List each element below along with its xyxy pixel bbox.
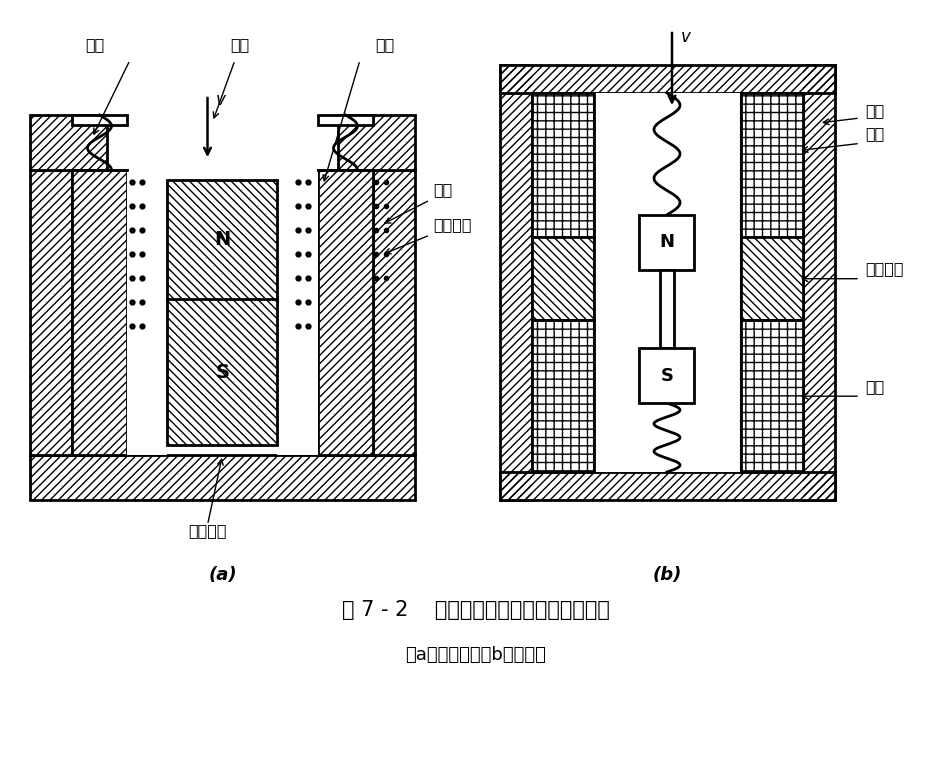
Bar <box>338 115 414 170</box>
Text: 壳体: 壳体 <box>864 103 883 118</box>
Bar <box>531 93 593 237</box>
Text: 线圈: 线圈 <box>374 37 394 52</box>
Bar <box>741 320 803 472</box>
Bar <box>500 65 834 93</box>
Bar <box>531 93 593 237</box>
Bar <box>30 115 107 170</box>
Bar <box>741 237 803 320</box>
Bar <box>30 170 72 455</box>
Text: 图 7 - 2    恒磁通式磁电传感器结构原理图: 图 7 - 2 恒磁通式磁电传感器结构原理图 <box>342 600 609 620</box>
Bar <box>372 170 414 455</box>
Bar <box>277 170 318 455</box>
Bar <box>531 237 593 320</box>
Bar <box>127 170 168 455</box>
Bar <box>500 472 834 500</box>
Text: 弹簧: 弹簧 <box>86 37 105 52</box>
Text: 线圈: 线圈 <box>864 126 883 141</box>
Text: 永久磁铁: 永久磁铁 <box>864 261 902 276</box>
Bar <box>318 170 372 455</box>
Bar <box>72 170 127 455</box>
Bar <box>30 455 414 500</box>
Bar <box>593 93 741 472</box>
Bar <box>500 65 531 500</box>
Bar <box>803 65 834 500</box>
Text: 永久磁铁: 永久磁铁 <box>188 523 227 538</box>
Text: 极掌: 极掌 <box>230 37 249 52</box>
Bar <box>168 180 277 445</box>
Bar <box>318 170 372 455</box>
Bar <box>500 65 834 93</box>
Bar <box>803 65 834 500</box>
Bar <box>500 65 531 500</box>
Bar <box>660 269 673 348</box>
Bar <box>741 237 803 320</box>
Bar <box>531 320 593 472</box>
Bar <box>72 170 127 455</box>
Text: $v$: $v$ <box>215 91 228 109</box>
Text: （a）动圈式；（b）动铁式: （a）动圈式；（b）动铁式 <box>406 646 545 664</box>
Bar <box>741 93 803 237</box>
Bar <box>30 115 107 170</box>
Text: 弹簧: 弹簧 <box>864 379 883 394</box>
Text: N: N <box>659 233 674 251</box>
Bar <box>500 472 834 500</box>
Text: 磁轭: 磁轭 <box>432 182 452 197</box>
Text: (a): (a) <box>208 566 236 584</box>
Text: (b): (b) <box>652 566 682 584</box>
Text: 补偿线圈: 补偿线圈 <box>432 218 471 232</box>
Bar <box>639 348 694 403</box>
Bar <box>372 170 414 455</box>
Text: S: S <box>215 363 229 382</box>
Text: $v$: $v$ <box>680 28 691 46</box>
Text: S: S <box>660 367 673 385</box>
Bar <box>741 320 803 472</box>
Bar <box>30 170 72 455</box>
Bar <box>531 237 593 320</box>
Bar <box>741 93 803 237</box>
Bar <box>338 115 414 170</box>
Bar <box>168 180 277 445</box>
Bar <box>318 115 372 125</box>
Bar <box>639 215 694 269</box>
Bar <box>531 320 593 472</box>
Bar <box>30 455 414 500</box>
Bar <box>72 115 127 125</box>
Text: N: N <box>214 230 230 249</box>
